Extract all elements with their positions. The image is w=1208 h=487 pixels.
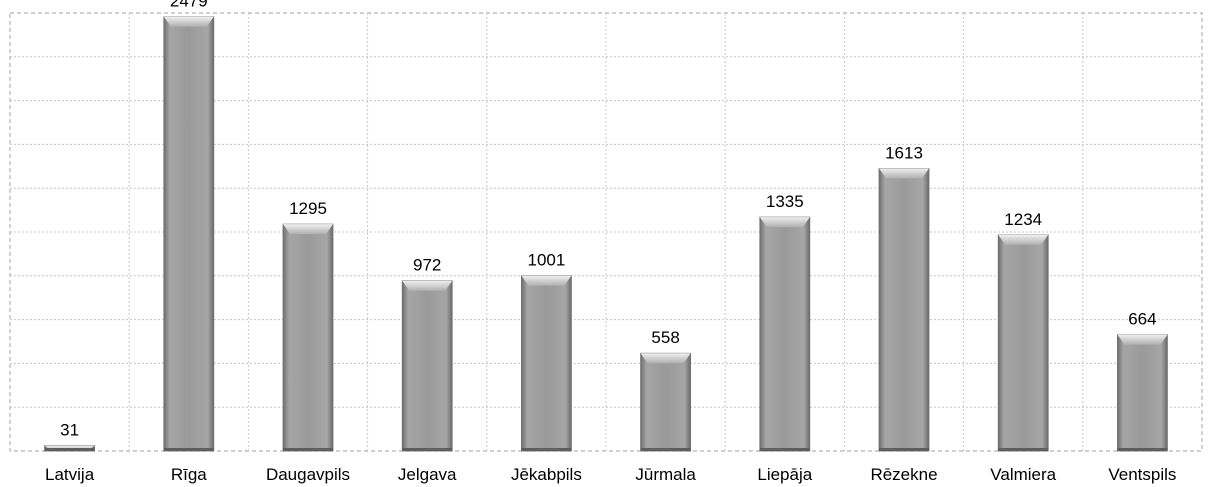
bar-bevel	[998, 234, 1049, 245]
bar-bevel	[402, 280, 453, 291]
bar	[521, 275, 572, 452]
bar-base	[879, 448, 929, 451]
category-label: Rēzekne	[870, 465, 937, 484]
bar	[401, 280, 453, 452]
bars	[44, 16, 1168, 452]
bar-valmiera	[997, 234, 1049, 452]
bar	[878, 168, 930, 452]
bar-ventspils	[1117, 334, 1168, 452]
bar-bevel	[759, 217, 810, 228]
bar-bevel	[163, 16, 214, 27]
bar-base	[759, 448, 810, 451]
data-label: 2479	[170, 0, 208, 11]
data-label: 664	[1128, 310, 1156, 329]
bar-jēkabpils	[521, 275, 572, 452]
category-label: Rīga	[171, 465, 207, 484]
bar-base	[402, 448, 453, 451]
bar-base	[998, 448, 1049, 451]
bar-base	[521, 448, 572, 451]
bar-jūrmala	[640, 352, 691, 452]
bar-daugavpils	[282, 223, 334, 452]
category-label: Jēkabpils	[511, 465, 582, 484]
category-label: Jelgava	[398, 465, 457, 484]
bar	[759, 216, 811, 452]
data-label: 1001	[527, 251, 565, 270]
category-label: Daugavpils	[266, 465, 350, 484]
category-label: Valmiera	[990, 465, 1056, 484]
bar-base	[1117, 448, 1168, 451]
bar-base	[44, 448, 95, 451]
bar	[997, 234, 1049, 452]
category-label: Ventspils	[1108, 465, 1176, 484]
data-label: 31	[60, 421, 79, 440]
data-label: 972	[413, 256, 441, 275]
data-label: 1613	[885, 143, 923, 162]
bar-liepāja	[759, 216, 811, 452]
bar	[282, 223, 334, 452]
bar-jelgava	[401, 280, 453, 452]
bar-base	[283, 448, 333, 451]
data-label: 1335	[766, 192, 804, 211]
category-labels: Latvija Rīga Daugavpils Jelgava Jēkabpils Jūr…	[45, 465, 1176, 484]
data-label: 1295	[289, 199, 327, 218]
category-label: Latvija	[45, 465, 95, 484]
data-labels: 31 2479 1295 972 1001 558 1335 1613 1234 664	[60, 0, 1156, 440]
bar	[1117, 334, 1168, 452]
bar-bevel	[640, 353, 691, 364]
bar	[163, 16, 215, 452]
bar	[640, 352, 691, 452]
data-label: 558	[651, 328, 679, 347]
bar-rēzekne	[878, 168, 930, 452]
bar-bevel	[1117, 334, 1168, 345]
bar-bevel	[879, 168, 929, 179]
category-label: Liepāja	[757, 465, 812, 484]
bar-base	[163, 448, 214, 451]
bar-base	[640, 448, 691, 451]
bar-bevel	[283, 224, 333, 235]
bar-bevel	[521, 275, 572, 286]
bar-rīga	[163, 16, 215, 452]
category-label: Jūrmala	[635, 465, 696, 484]
data-label: 1234	[1004, 210, 1042, 229]
bar-latvija	[44, 445, 95, 452]
gridlines	[10, 13, 1202, 451]
